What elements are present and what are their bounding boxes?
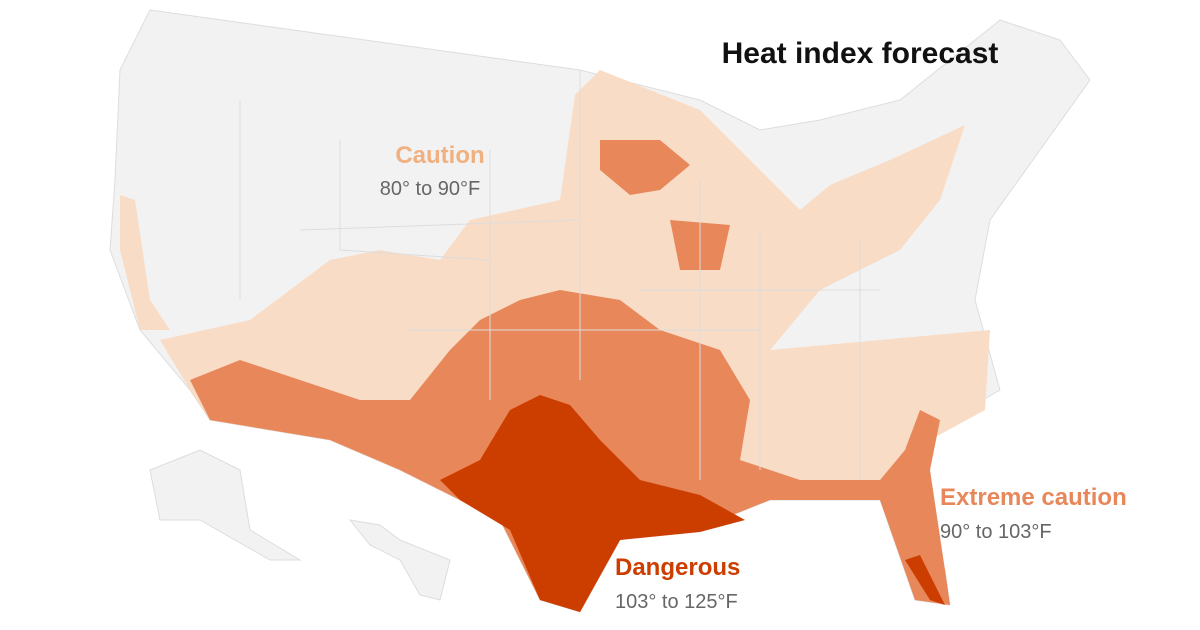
heat-region: [600, 140, 690, 195]
heat-region: [440, 395, 745, 612]
title: Heat index forecast: [722, 37, 999, 70]
state-borders: [239, 70, 880, 480]
level-name: Caution: [395, 142, 484, 169]
level-name: Dangerous: [615, 554, 740, 581]
level-range: 103° to 125°F: [615, 591, 738, 613]
heat-region: [120, 195, 170, 330]
level-name: Extreme caution: [940, 484, 1127, 511]
heat-regions: [120, 70, 990, 612]
heat-region: [905, 555, 945, 605]
level-range: 80° to 90°F: [380, 178, 481, 200]
level-range: 90° to 103°F: [940, 521, 1052, 543]
